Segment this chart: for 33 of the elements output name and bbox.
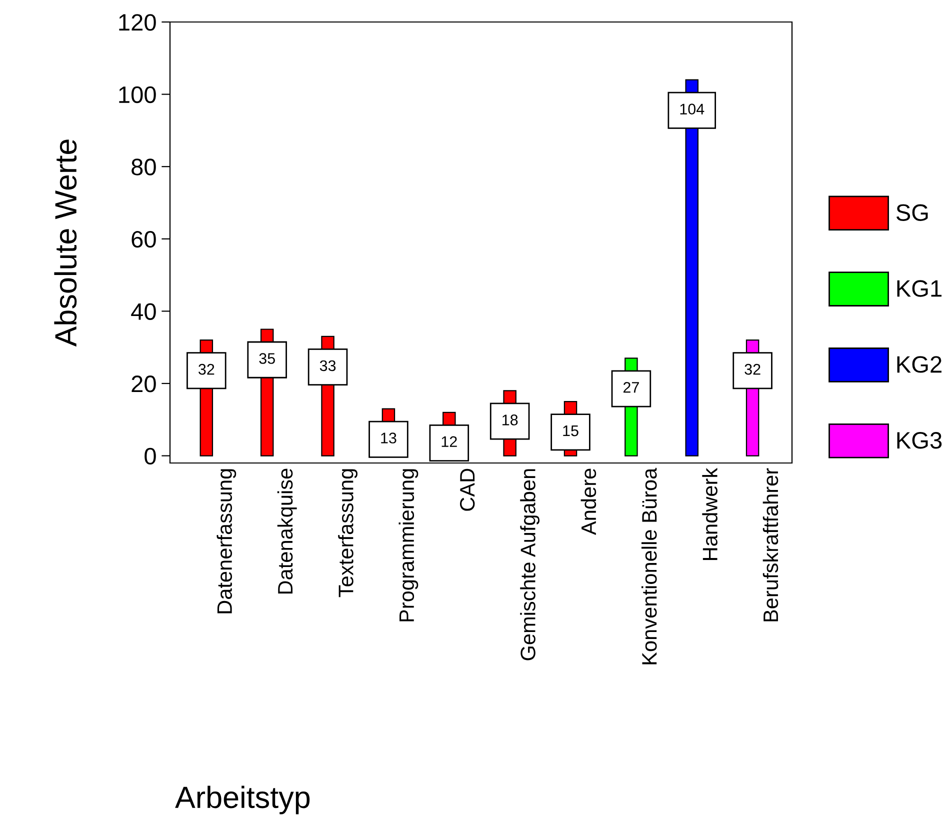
- data-label: 33: [320, 360, 336, 372]
- y-tick-label: 20: [132, 376, 156, 392]
- x-tick-label: Datenerfassung: [216, 469, 236, 614]
- legend-label: KG3: [897, 432, 942, 449]
- y-axis-title: Absolute Werte: [54, 140, 77, 347]
- data-label: 27: [623, 382, 639, 393]
- y-tick-label: 40: [131, 303, 156, 320]
- x-tick-label: Texterfassung: [338, 469, 358, 598]
- y-tick-label: 60: [132, 230, 156, 248]
- data-label: 104: [680, 104, 704, 114]
- y-tick-label: 80: [132, 158, 156, 176]
- x-tick-label: Konventionelle Büroa: [641, 468, 657, 664]
- legend-label: KG2: [897, 356, 942, 373]
- legend-label: KG1: [897, 280, 942, 297]
- data-label: 13: [381, 432, 396, 444]
- legend-label: SG: [896, 204, 928, 221]
- data-label: 18: [502, 414, 518, 426]
- data-label: 35: [259, 353, 275, 364]
- data-label: 15: [563, 426, 578, 436]
- x-tick-label: Gemischte Aufgaben: [520, 469, 540, 660]
- x-tick-label: Datenakquise: [277, 468, 297, 594]
- y-tick-label: 120: [119, 14, 156, 31]
- x-tick-label: CAD: [460, 468, 475, 511]
- data-label: 32: [744, 364, 760, 375]
- y-tick-label: 0: [144, 448, 156, 465]
- x-tick-label: Handwerk: [702, 468, 718, 560]
- data-label: 12: [442, 436, 457, 447]
- x-tick-label: Berufskraftfahrer: [762, 468, 778, 622]
- x-axis-title: Arbeitstyp: [175, 786, 310, 814]
- y-tick-label: 100: [119, 86, 156, 104]
- data-label: 32: [198, 364, 214, 375]
- x-tick-label: Programmierung: [398, 469, 418, 622]
- x-tick-label: Andere: [580, 468, 596, 535]
